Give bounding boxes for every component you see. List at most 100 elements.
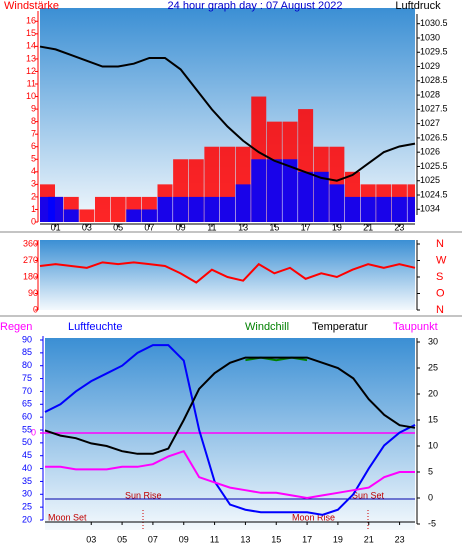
y-tick-label: 360	[23, 238, 38, 248]
y-tick-label: 4	[31, 166, 36, 176]
y-tick-label: 0	[33, 304, 38, 314]
annotation: Moon Set	[48, 512, 87, 522]
y-tick-label: 25	[22, 502, 32, 512]
x-tick-label: 23	[394, 222, 404, 232]
x-tick-label: 15	[269, 222, 279, 232]
y-tick-label: 55	[22, 424, 32, 434]
y2-tick-label: 30	[428, 336, 438, 346]
bar	[48, 196, 64, 222]
y-tick-label: 40	[22, 463, 32, 473]
rain-label: Regen	[0, 321, 32, 333]
bar	[141, 209, 157, 222]
bar	[298, 171, 314, 222]
x-tick-label: 17	[302, 534, 312, 544]
panel-temperature	[45, 338, 415, 530]
bar	[126, 209, 142, 222]
y2-tick-label: 0	[428, 492, 433, 502]
panel-direction	[40, 240, 415, 310]
y2-tick-label: 1030.5	[420, 18, 448, 28]
y-tick-label: 11	[27, 78, 36, 88]
bar	[251, 159, 267, 222]
annotation: Sun Set	[352, 490, 385, 500]
y2-tick-label: -5	[428, 518, 436, 528]
y-tick-label: 90	[28, 288, 38, 298]
y-tick-label: 20	[22, 514, 32, 524]
rain-tick-label: 0	[31, 427, 36, 437]
y-tick-label: 45	[22, 450, 32, 460]
bar	[110, 196, 126, 222]
y2-tick-label: W	[436, 254, 447, 266]
y2-tick-label: 1027.5	[420, 104, 448, 114]
y2-tick-label: 1026	[420, 147, 440, 157]
y-tick-label: 70	[22, 386, 32, 396]
bar	[95, 196, 110, 222]
y-tick-label: 5	[31, 154, 36, 164]
x-tick-label: 15	[271, 534, 281, 544]
series-line	[44, 344, 416, 516]
y-tick-label: 30	[22, 489, 32, 499]
y-tick-label: 16	[26, 16, 36, 26]
bar	[313, 171, 329, 222]
annotation: Moon Rise	[292, 512, 335, 522]
y-tick-label: 85	[22, 347, 32, 357]
y2-tick-label: 1025.5	[420, 161, 448, 171]
bar	[407, 196, 415, 222]
x-tick-label: 03	[82, 222, 92, 232]
y-tick-label: 180	[23, 271, 38, 281]
y-tick-label: 75	[22, 373, 32, 383]
chart-title: 24 hour graph day : 07 August 2022	[168, 0, 343, 12]
bar	[235, 184, 251, 222]
x-tick-label: 17	[301, 222, 311, 232]
y-tick-label: 50	[22, 437, 32, 447]
x-tick-label: 21	[364, 534, 374, 544]
series-line	[39, 45, 416, 182]
y2-tick-label: 1025	[420, 175, 440, 185]
bar	[173, 196, 189, 222]
y-tick-label: 270	[23, 255, 38, 265]
bar	[266, 159, 282, 222]
x-tick-label: 11	[210, 534, 219, 544]
y2-tick-label: 1024.5	[420, 189, 448, 199]
bar	[204, 196, 220, 222]
y2-tick-label: 1034	[420, 204, 440, 214]
x-tick-label: 11	[207, 222, 216, 232]
y2-tick-label: 1029.5	[420, 47, 448, 57]
x-tick-label: 05	[113, 222, 123, 232]
y-tick-label: 80	[22, 360, 32, 370]
x-tick-label: 01	[51, 222, 61, 232]
y-tick-label: 13	[26, 53, 36, 63]
y2-tick-label: 1026.5	[420, 132, 448, 142]
x-tick-label: 23	[395, 534, 405, 544]
y2-tick-label: 20	[428, 388, 438, 398]
y-tick-label: 8	[31, 116, 36, 126]
y-tick-label: 2	[31, 191, 36, 201]
x-tick-label: 19	[333, 534, 343, 544]
x-tick-label: 07	[148, 534, 158, 544]
bar	[157, 196, 173, 222]
bar	[391, 196, 407, 222]
y-tick-label: 9	[31, 103, 36, 113]
y-tick-label: 3	[31, 179, 36, 189]
y2-tick-label: 25	[428, 362, 438, 372]
y2-tick-label: 1027	[420, 118, 440, 128]
x-tick-label: 09	[176, 222, 186, 232]
y2-tick-label: N	[436, 304, 444, 316]
x-tick-label: 21	[363, 222, 373, 232]
bar	[79, 209, 95, 222]
bar	[376, 196, 392, 222]
y-tick-label: 0	[31, 216, 36, 226]
legend-entry: Taupunkt	[393, 321, 438, 333]
y-tick-label: 7	[31, 129, 36, 139]
x-tick-label: 03	[86, 534, 96, 544]
y-tick-label: 1	[31, 204, 36, 214]
legend-entry: Windchill	[245, 321, 289, 333]
series-line	[44, 356, 416, 455]
y2-tick-label: 1028	[420, 89, 440, 99]
x-tick-label: 13	[238, 222, 248, 232]
y-tick-label: 12	[26, 66, 36, 76]
x-tick-label: 05	[117, 534, 127, 544]
y2-tick-label: 1029	[420, 61, 440, 71]
y2-tick-label: 15	[428, 414, 438, 424]
y2-tick-label: N	[436, 238, 444, 250]
